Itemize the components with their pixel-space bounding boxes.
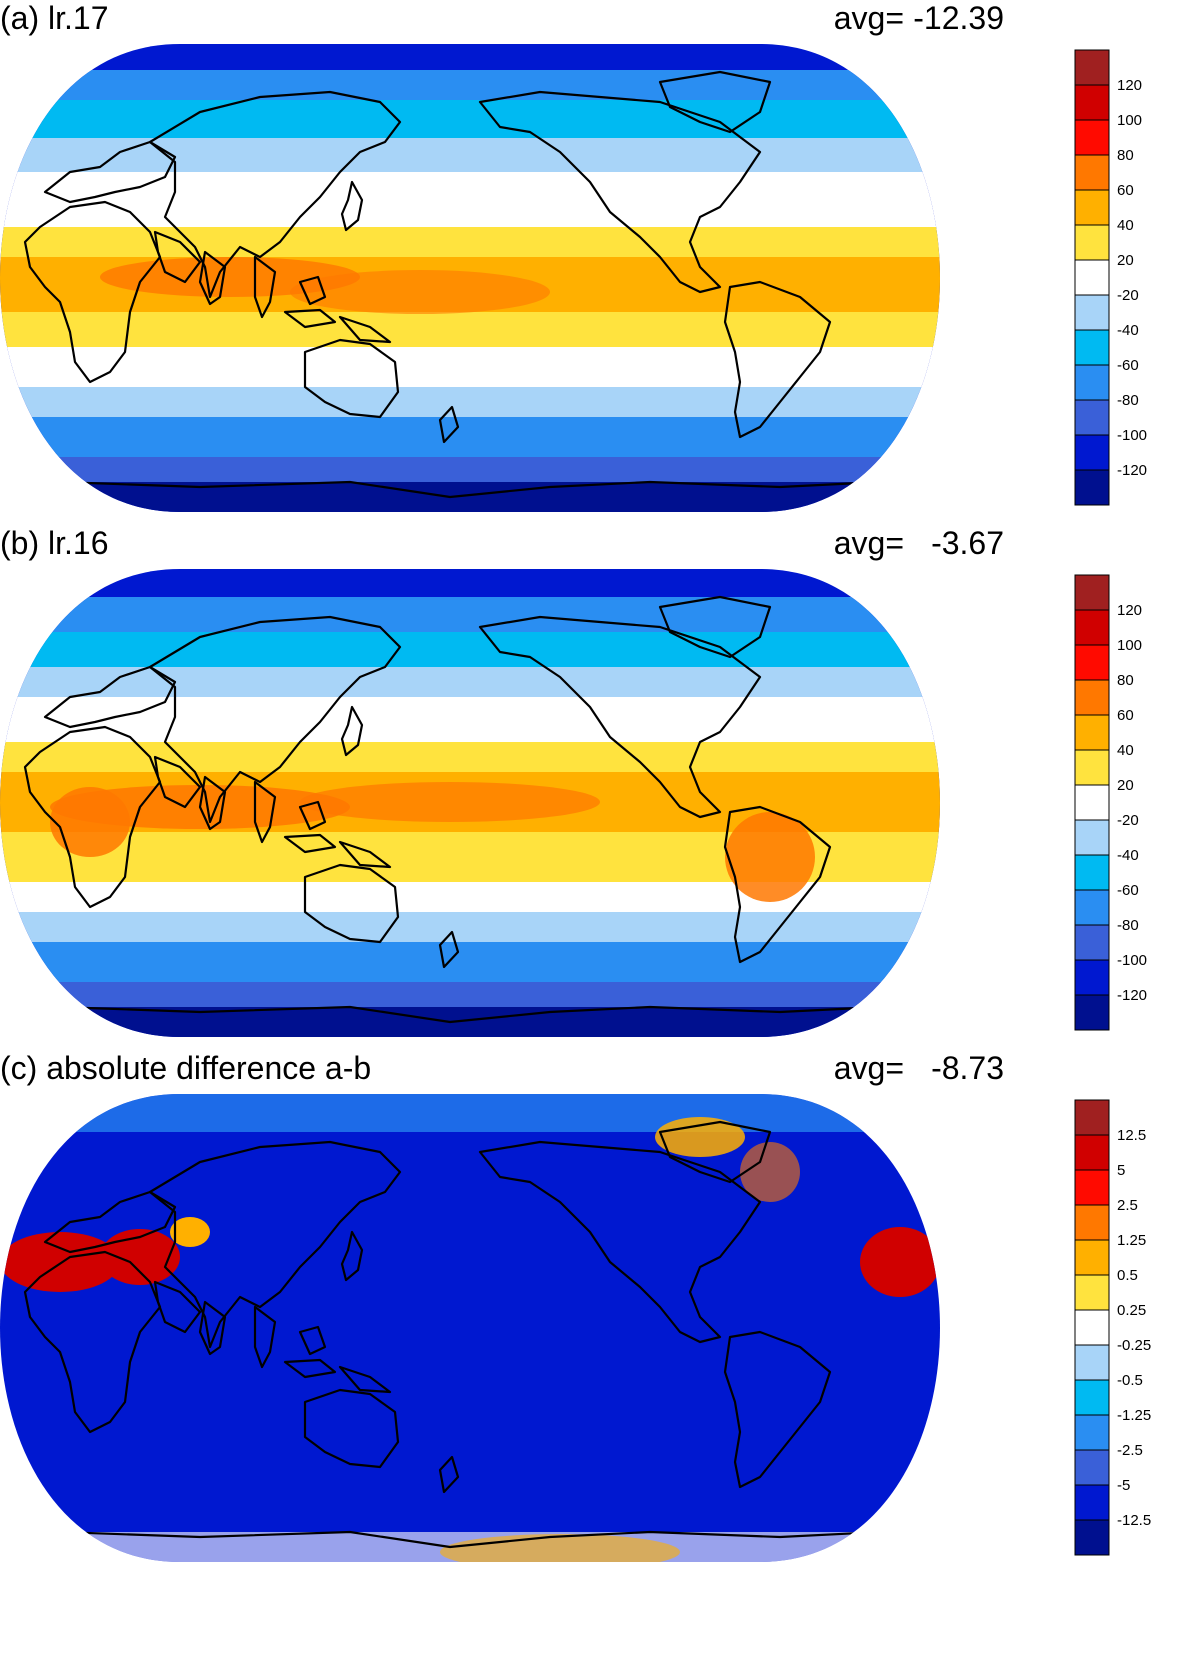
colorbar-tick-label: 60 [1117,707,1134,724]
colorbar-tick-label: 20 [1117,252,1134,269]
colorbar-tick-label: 120 [1117,602,1142,619]
colorbar-tick-label: 120 [1117,77,1142,94]
colorbar-swatch [1074,1344,1110,1381]
colorbar-tick-label: 0.5 [1117,1267,1138,1284]
colorbar-swatch [1074,1274,1110,1311]
colorbar-tick-label: 80 [1117,147,1134,164]
colorbar-swatch [1074,749,1110,786]
colorbar-tick-label: -80 [1117,392,1139,409]
world-map [0,569,940,1037]
panel-average: avg= -3.67 [834,525,1004,561]
colorbar-tick-label: 100 [1117,637,1142,654]
colorbar-tick-label: -100 [1117,952,1147,969]
colorbar-swatch [1074,1414,1110,1451]
panel-a: (a) lr.17 avg= -12.39 120 100 80 60 40 20 -20 -4… [0,0,1194,520]
colorbar-tick-label: -2.5 [1117,1442,1143,1459]
colorbar-swatch [1074,1239,1110,1276]
colorbar-tick-label: 20 [1117,777,1134,794]
avg-value: -3.67 [931,525,1004,561]
colorbar-swatch [1074,1204,1110,1241]
colorbar-swatch [1074,1519,1110,1556]
colorbar-tick-label: 0.25 [1117,1302,1146,1319]
colorbar-tick-label: 60 [1117,182,1134,199]
world-map [0,1094,940,1562]
colorbar-swatch [1074,259,1110,296]
colorbar-swatch [1074,1484,1110,1521]
colorbar-swatch [1074,189,1110,226]
colorbar-swatch [1074,469,1110,506]
panel-c: (c) absolute difference a-b avg= -8.73 12… [0,1050,1194,1677]
colorbar-swatch [1074,994,1110,1031]
colorbar-tick-label: 5 [1117,1162,1125,1179]
colorbar-swatch [1074,364,1110,401]
colorbar-swatch [1074,154,1110,191]
colorbar-tick-label: -12.5 [1117,1512,1151,1529]
colorbar-swatch [1074,224,1110,261]
colorbar-swatch [1074,924,1110,961]
colorbar-swatch [1074,399,1110,436]
colorbar-swatch [1074,574,1110,611]
colorbar-swatch [1074,119,1110,156]
colorbar-swatch [1074,1099,1110,1136]
colorbar-tick-label: -120 [1117,462,1147,479]
colorbar-tick-label: -60 [1117,882,1139,899]
colorbar-tick-label: -5 [1117,1477,1130,1494]
avg-value: -8.73 [931,1050,1004,1086]
panel-average: avg= -8.73 [834,1050,1004,1086]
colorbar-tick-label: -0.25 [1117,1337,1151,1354]
colorbar-swatch [1074,434,1110,471]
colorbar-swatch [1074,784,1110,821]
avg-label: avg= [833,0,904,36]
colorbar-tick-label: 40 [1117,742,1134,759]
panel-title: (c) absolute difference a-b [0,1050,372,1086]
colorbar-swatch [1074,609,1110,646]
colorbar-tick-label: -80 [1117,917,1139,934]
colorbar-tick-label: -20 [1117,812,1139,829]
colorbar-tick-label: 80 [1117,672,1134,689]
colorbar-tick-label: -0.5 [1117,1372,1143,1389]
colorbar-swatch [1074,84,1110,121]
colorbar-swatch [1074,1379,1110,1416]
panel-title: (a) lr.17 [0,0,109,36]
colorbar-swatch [1074,294,1110,331]
panel-title: (b) lr.16 [0,525,109,561]
colorbar-tick-label: 1.25 [1117,1232,1146,1249]
colorbar-tick-label: 12.5 [1117,1127,1146,1144]
colorbar-swatch [1074,889,1110,926]
colorbar-swatch [1074,1134,1110,1171]
colorbar-tick-label: -40 [1117,322,1139,339]
colorbar-swatch [1074,714,1110,751]
colorbar-swatch [1074,679,1110,716]
avg-label: avg= [833,1050,904,1086]
avg-label: avg= [833,525,904,561]
avg-value: -12.39 [913,0,1004,36]
colorbar: 12.5 5 2.5 1.25 0.5 0.25 -0.25 -0.5 -1.25 -2.5 -5 -… [1074,1099,1151,1556]
world-map [0,44,940,512]
colorbar-tick-label: 2.5 [1117,1197,1138,1214]
colorbar: 120 100 80 60 40 20 -20 -40 -60 -80 -100 -120 [1074,49,1147,506]
colorbar-swatch [1074,329,1110,366]
panel-average: avg= -12.39 [834,0,1004,36]
colorbar-swatch [1074,644,1110,681]
colorbar-tick-label: -100 [1117,427,1147,444]
colorbar-swatch [1074,854,1110,891]
colorbar-tick-label: -120 [1117,987,1147,1004]
colorbar-tick-label: -1.25 [1117,1407,1151,1424]
colorbar-tick-label: -40 [1117,847,1139,864]
colorbar-swatch [1074,49,1110,86]
colorbar-tick-label: -60 [1117,357,1139,374]
panel-b: (b) lr.16 avg= -3.67 120 100 80 60 40 20 -20 -40… [0,525,1194,1045]
colorbar-swatch [1074,1309,1110,1346]
colorbar-swatch [1074,959,1110,996]
colorbar-tick-label: 100 [1117,112,1142,129]
colorbar-swatch [1074,1169,1110,1206]
colorbar-tick-label: -20 [1117,287,1139,304]
colorbar-swatch [1074,1449,1110,1486]
colorbar: 120 100 80 60 40 20 -20 -40 -60 -80 -100 -120 [1074,574,1147,1031]
colorbar-swatch [1074,819,1110,856]
colorbar-tick-label: 40 [1117,217,1134,234]
